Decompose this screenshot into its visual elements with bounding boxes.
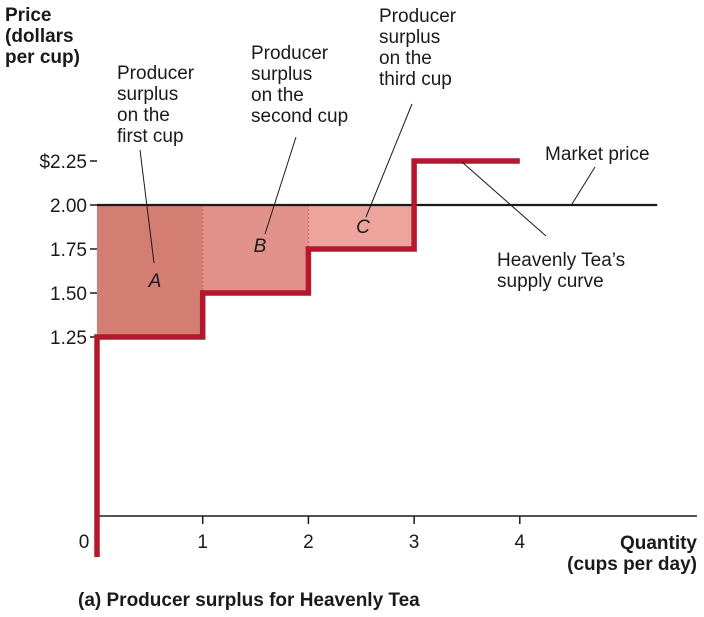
supply-curve-label-line-2: supply curve xyxy=(497,271,604,292)
supply-curve xyxy=(94,158,520,557)
label-third-cup-line-3: on the xyxy=(379,48,432,69)
y-axis-title-line-1: Price xyxy=(5,5,51,26)
label-third-cup-line-2: surplus xyxy=(379,27,440,48)
label-second-cup-line-4: second cup xyxy=(251,106,348,127)
y-axis-title-line-2: (dollars xyxy=(5,26,74,47)
area-letter-c: C xyxy=(356,217,370,238)
x-tick-label-2: 2 xyxy=(303,532,314,553)
callout-line-b xyxy=(264,136,297,235)
surplus-area-c xyxy=(308,205,415,249)
label-first-cup-line-4: first cup xyxy=(117,126,184,147)
x-tick-label-3: 3 xyxy=(409,532,420,553)
label-first-cup-line-1: Producer xyxy=(117,63,195,84)
x-axis-title-line-2: (cups per day) xyxy=(567,554,697,575)
label-second-cup-line-3: on the xyxy=(251,85,304,106)
callout-line-market-price xyxy=(571,166,596,205)
y-tick-label-$2.25: $2.25 xyxy=(39,152,87,173)
label-second-cup-line-2: surplus xyxy=(251,64,312,85)
x-tick-label-4: 4 xyxy=(515,532,526,553)
y-tick-label-2.00: 2.00 xyxy=(50,196,87,217)
callout-line-supply xyxy=(461,161,547,237)
x-tick-label-1: 1 xyxy=(197,532,208,553)
y-tick-label-1.75: 1.75 xyxy=(50,240,87,261)
label-second-cup-line-1: Producer xyxy=(251,43,329,64)
label-third-cup-line-1: Producer xyxy=(379,6,457,27)
producer-surplus-chart: 0 1 2 3 4$2.252.001.751.501.25ABCProducersur… xyxy=(5,5,697,575)
label-first-cup-line-3: on the xyxy=(117,105,170,126)
x-axis-title-line-1: Quantity xyxy=(620,533,697,554)
area-letter-b: B xyxy=(254,236,267,257)
y-tick-label-1.25: 1.25 xyxy=(50,328,87,349)
callout-line-c xyxy=(365,103,413,218)
y-axis-title-line-3: per cup) xyxy=(5,47,80,68)
chart-caption: (a) Producer surplus for Heavenly Tea xyxy=(78,590,420,611)
x-tick-label-0: 0 xyxy=(79,532,90,553)
area-letter-a: A xyxy=(148,271,162,292)
supply-curve-label-line-1: Heavenly Tea’s xyxy=(497,250,625,271)
surplus-area-b xyxy=(202,205,309,293)
market-price-label: Market price xyxy=(545,144,650,165)
label-third-cup-line-4: third cup xyxy=(379,69,452,90)
callout-line-a xyxy=(139,149,155,264)
y-tick-label-1.50: 1.50 xyxy=(50,284,87,305)
label-first-cup-line-2: surplus xyxy=(117,84,178,105)
